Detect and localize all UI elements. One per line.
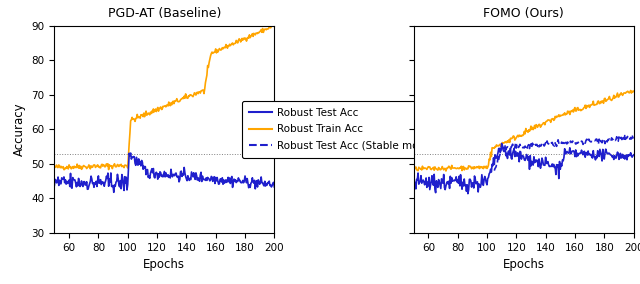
X-axis label: Epochs: Epochs	[143, 258, 186, 271]
Legend: Robust Test Acc, Robust Train Acc, Robust Test Acc (Stable model): Robust Test Acc, Robust Train Acc, Robus…	[242, 101, 446, 158]
Title: PGD-AT (Baseline): PGD-AT (Baseline)	[108, 7, 221, 20]
Y-axis label: Accuracy: Accuracy	[13, 103, 26, 156]
X-axis label: Epochs: Epochs	[502, 258, 545, 271]
Title: FOMO (Ours): FOMO (Ours)	[483, 7, 564, 20]
